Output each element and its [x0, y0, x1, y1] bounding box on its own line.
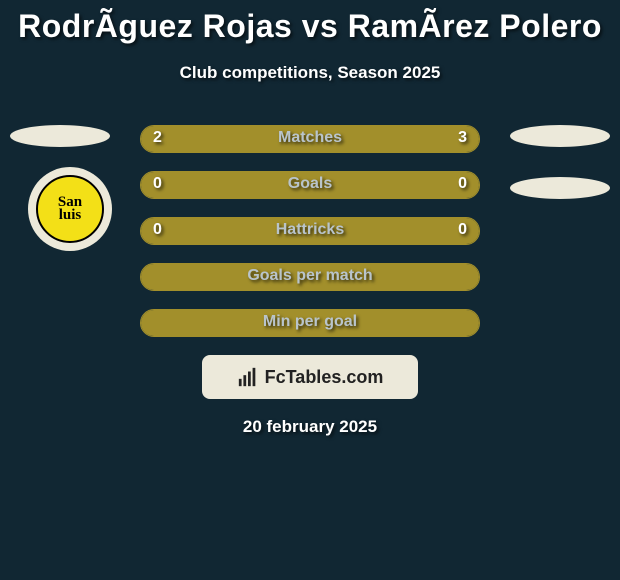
stat-label: Hattricks	[141, 221, 479, 239]
player-photo-left	[10, 125, 110, 147]
stat-label: Goals per match	[141, 267, 479, 285]
stat-value-right: 0	[458, 175, 467, 193]
club-badge-left: San luis	[28, 167, 112, 251]
subtitle: Club competitions, Season 2025	[0, 63, 620, 83]
stat-rows: Matches23Goals00Hattricks00Goals per mat…	[140, 125, 480, 337]
stat-row: Goals0 0	[140, 171, 480, 199]
stat-value-left: 2	[153, 129, 162, 147]
stat-label: Goals	[141, 175, 479, 193]
stat-row: Matches2 3	[140, 125, 480, 153]
stat-value-right: 3	[458, 129, 467, 147]
player-photo-right	[510, 125, 610, 147]
badge-text-2: luis	[59, 209, 82, 223]
club-badge-sanluis: San luis	[36, 175, 104, 243]
comparison-area: San luis Matches23Goals00Hattricks00Goal…	[0, 125, 620, 437]
chart-icon	[237, 366, 259, 388]
stat-row: Min per goal	[140, 309, 480, 337]
page-title: RodrÃ­guez Rojas vs RamÃ­rez Polero	[0, 0, 620, 45]
footer-brand-text: FcTables.com	[265, 367, 384, 388]
club-badge-right	[510, 177, 610, 199]
stat-label: Min per goal	[141, 313, 479, 331]
date-text: 20 february 2025	[0, 417, 620, 437]
stat-row: Goals per match	[140, 263, 480, 291]
footer-brand-badge: FcTables.com	[202, 355, 418, 399]
stat-row: Hattricks0 0	[140, 217, 480, 245]
stat-value-left: 0	[153, 175, 162, 193]
stat-value-right: 0	[458, 221, 467, 239]
stat-value-left: 0	[153, 221, 162, 239]
stat-label: Matches	[141, 129, 479, 147]
